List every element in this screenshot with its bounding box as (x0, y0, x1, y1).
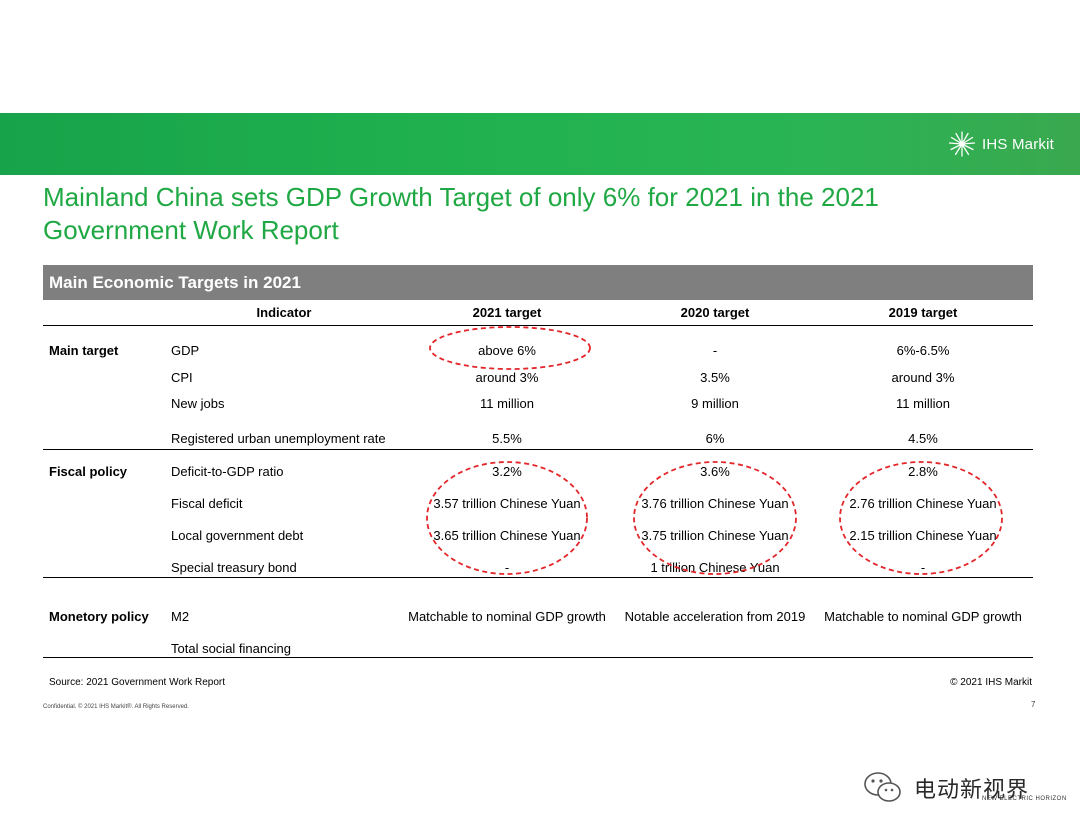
ihs-markit-burst-icon (948, 131, 976, 157)
indicator-new-jobs: New jobs (171, 396, 225, 411)
value-new-jobs-2021: 11 million (480, 396, 534, 411)
value-fiscal-deficit-2019: 2.76 trillion Chinese Yuan (849, 496, 997, 511)
slide-title: Mainland China sets GDP Growth Target of… (43, 182, 879, 245)
confidential-note: Confidential. © 2021 IHS Markit®. All Ri… (43, 704, 189, 710)
indicator-social-financing: Total social financing (171, 641, 291, 656)
value-m2-2019: Matchable to nominal GDP growth (824, 609, 1022, 624)
header-divider (43, 325, 1033, 326)
value-cpi-2019: around 3% (891, 370, 955, 385)
section-label-monetory-policy: Monetory policy (49, 609, 149, 624)
value-local-debt-2020: 3.75 trillion Chinese Yuan (641, 528, 789, 543)
value-unemployment-2019: 4.5% (908, 431, 938, 446)
watermark-text: 电动新视界 (914, 777, 1030, 802)
column-header-2019: 2019 target (888, 305, 958, 320)
value-m2-2020: Notable acceleration from 2019 (624, 609, 806, 624)
indicator-m2: M2 (171, 609, 190, 624)
watermark-subtext: NEW ELECTRIC HORIZON (982, 796, 1067, 802)
value-local-debt-2019: 2.15 trillion Chinese Yuan (849, 528, 997, 543)
value-treasury-bond-2020: 1 trillion Chinese Yuan (650, 560, 780, 575)
wechat-icon (864, 772, 901, 802)
value-gdp-2019: 6%-6.5% (896, 343, 950, 358)
value-deficit-ratio-2021: 3.2% (492, 464, 522, 479)
value-new-jobs-2019: 11 million (896, 396, 950, 411)
value-local-debt-2021: 3.65 trillion Chinese Yuan (433, 528, 581, 543)
table-bottom-rule (43, 657, 1033, 658)
indicator-deficit-ratio: Deficit-to-GDP ratio (171, 464, 284, 479)
value-treasury-bond-2021: - (504, 560, 510, 575)
value-cpi-2021: around 3% (475, 370, 539, 385)
value-fiscal-deficit-2021: 3.57 trillion Chinese Yuan (433, 496, 581, 511)
table-title: Main Economic Targets in 2021 (43, 265, 1033, 300)
column-header-indicator: Indicator (256, 305, 312, 320)
source-note: Source: 2021 Government Work Report (49, 677, 226, 688)
value-gdp-2021: above 6% (478, 343, 536, 358)
section-divider (43, 577, 1033, 578)
indicator-fiscal-deficit: Fiscal deficit (171, 496, 243, 511)
top-banner: IHS Markit (0, 113, 1080, 175)
value-cpi-2020: 3.5% (700, 370, 730, 385)
indicator-treasury-bond: Special treasury bond (171, 560, 297, 575)
indicator-gdp: GDP (171, 343, 200, 358)
ihs-markit-logo: IHS Markit (946, 129, 1054, 159)
column-header-2020: 2020 target (680, 305, 750, 320)
logo-text: IHS Markit (981, 135, 1054, 153)
value-deficit-ratio-2019: 2.8% (908, 464, 938, 479)
value-treasury-bond-2019: - (920, 560, 926, 575)
watermark: 电动新视界 NEW ELECTRIC HORIZON (860, 758, 1080, 828)
section-divider (43, 449, 1033, 450)
value-fiscal-deficit-2020: 3.76 trillion Chinese Yuan (641, 496, 789, 511)
value-deficit-ratio-2020: 3.6% (700, 464, 730, 479)
page-number: 7 (1031, 700, 1036, 709)
value-m2-2021: Matchable to nominal GDP growth (408, 609, 606, 624)
indicator-unemployment: Registered urban unemployment rate (171, 431, 386, 446)
section-label-main-target: Main target (49, 343, 119, 358)
value-gdp-2020: - (712, 343, 718, 358)
section-label-fiscal-policy: Fiscal policy (49, 464, 128, 479)
value-new-jobs-2020: 9 million (691, 396, 739, 411)
column-header-2021: 2021 target (472, 305, 542, 320)
value-unemployment-2020: 6% (705, 431, 725, 446)
value-unemployment-2021: 5.5% (492, 431, 522, 446)
indicator-local-debt: Local government debt (171, 528, 304, 543)
copyright-note: © 2021 IHS Markit (950, 677, 1032, 688)
indicator-cpi: CPI (171, 370, 193, 385)
